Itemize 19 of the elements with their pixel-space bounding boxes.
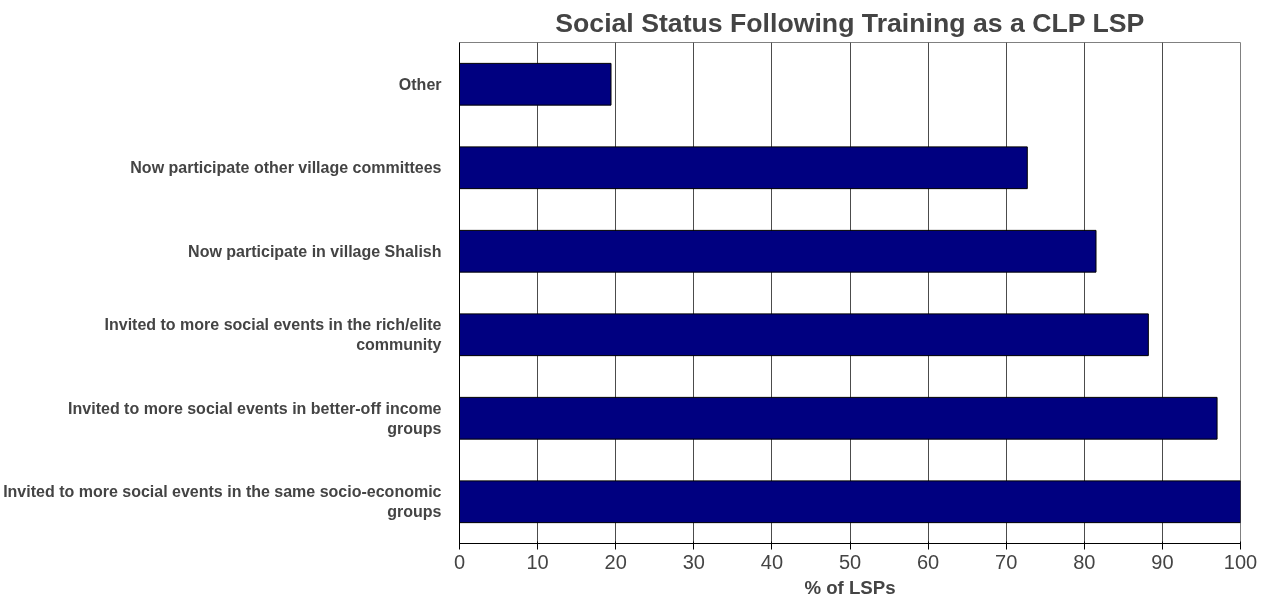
x-tick-label: 40 [760, 550, 784, 573]
y-tick-label: Now participate in village Shalish [188, 242, 442, 260]
x-tick-label: 90 [1151, 550, 1174, 573]
y-tick-label: Now participate other village committees [130, 159, 442, 177]
y-tick-label: Invited to more social events in the same socio-economic groups [3, 483, 442, 521]
x-tick-label: 80 [1073, 550, 1096, 573]
y-tick-label: Other [398, 75, 442, 93]
chart-title: Social Status Following Training as a CLP LSP [555, 7, 1145, 38]
y-tick-label: Invited to more social events in better-off income groups [68, 399, 442, 437]
x-tick-label: 30 [682, 550, 705, 573]
x-tick-label: 100 [1223, 550, 1258, 573]
x-tick-label: 50 [838, 550, 862, 573]
y-tick-label: Invited to more social events in the rich/elite community [104, 316, 442, 354]
x-tick-label: 60 [916, 550, 940, 573]
x-tick-label: 0 [453, 550, 466, 573]
x-tick-label: 10 [526, 550, 549, 573]
x-axis-title: % of LSPs [804, 576, 896, 598]
x-tick-label: 70 [995, 550, 1018, 573]
x-tick-label: 20 [604, 550, 627, 573]
